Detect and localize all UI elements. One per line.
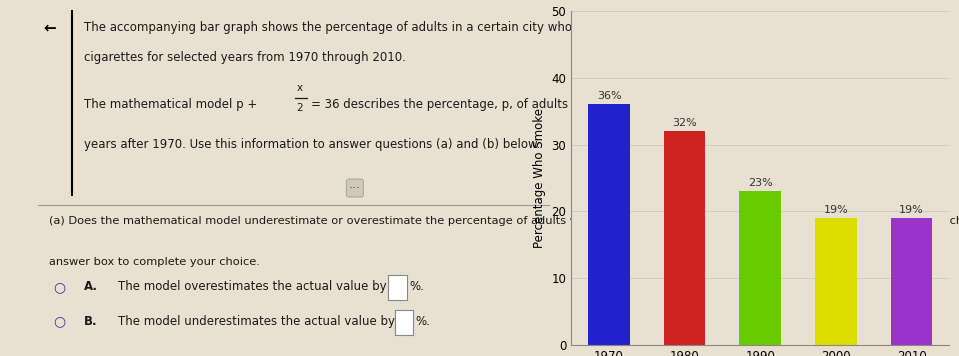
Text: %.: %. xyxy=(415,315,430,328)
Bar xyxy=(815,218,856,345)
Text: 23%: 23% xyxy=(748,178,773,188)
Text: 19%: 19% xyxy=(900,205,924,215)
Text: ···: ··· xyxy=(349,182,361,194)
FancyBboxPatch shape xyxy=(388,275,407,300)
Bar xyxy=(588,104,630,345)
Text: years after 1970. Use this information to answer questions (a) and (b) below.: years after 1970. Use this information t… xyxy=(84,138,541,151)
Text: = 36 describes the percentage, p, of adults who smoked cigarettes x: = 36 describes the percentage, p, of adu… xyxy=(311,98,720,111)
Text: 2: 2 xyxy=(296,103,303,113)
Text: B.: B. xyxy=(84,315,98,328)
Text: ○: ○ xyxy=(54,314,66,328)
Text: A.: A. xyxy=(84,280,99,293)
Y-axis label: Percentage Who Smoke: Percentage Who Smoke xyxy=(533,108,546,248)
Text: ←: ← xyxy=(43,21,57,36)
Text: 36%: 36% xyxy=(596,91,621,101)
Text: The model overestimates the actual value by: The model overestimates the actual value… xyxy=(118,280,386,293)
Text: The accompanying bar graph shows the percentage of adults in a certain city who : The accompanying bar graph shows the per… xyxy=(84,21,622,34)
Text: 32%: 32% xyxy=(672,118,697,128)
Text: The mathematical model p +: The mathematical model p + xyxy=(84,98,258,111)
Bar xyxy=(891,218,932,345)
Text: ○: ○ xyxy=(54,280,66,294)
Text: cigarettes for selected years from 1970 through 2010.: cigarettes for selected years from 1970 … xyxy=(84,51,407,64)
Text: %.: %. xyxy=(409,280,424,293)
Text: answer box to complete your choice.: answer box to complete your choice. xyxy=(49,257,260,267)
Text: x: x xyxy=(296,83,303,93)
Text: (a) Does the mathematical model underestimate or overestimate the percentage of : (a) Does the mathematical model underest… xyxy=(49,216,959,226)
Text: 19%: 19% xyxy=(824,205,849,215)
Text: The model underestimates the actual value by: The model underestimates the actual valu… xyxy=(118,315,394,328)
Bar xyxy=(664,131,706,345)
Bar xyxy=(739,192,781,345)
FancyBboxPatch shape xyxy=(395,309,413,335)
